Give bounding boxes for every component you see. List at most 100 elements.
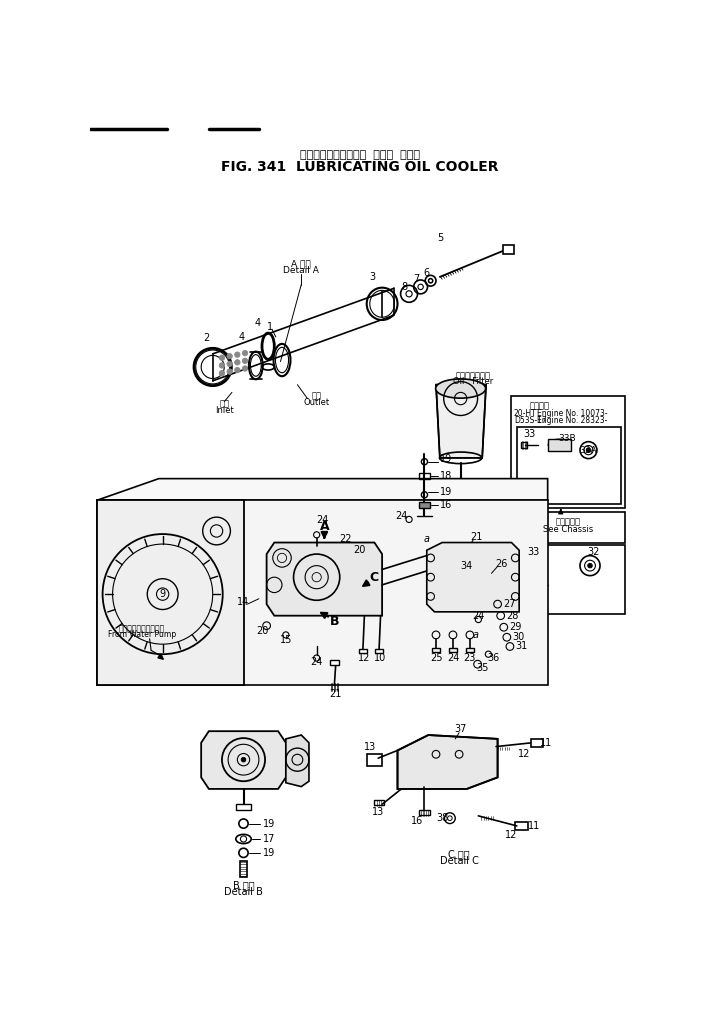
Text: From Water Pump: From Water Pump [108, 631, 176, 639]
Text: 4: 4 [238, 332, 244, 342]
Text: 19: 19 [440, 487, 452, 498]
Text: 37: 37 [454, 724, 467, 734]
Bar [519, 558, 525, 565]
Text: 23: 23 [464, 653, 476, 663]
Text: 24: 24 [310, 656, 323, 667]
Text: Outlet: Outlet [303, 398, 330, 407]
Polygon shape [97, 500, 244, 685]
Circle shape [234, 359, 240, 365]
Text: A: A [319, 520, 329, 532]
Text: 9: 9 [159, 589, 166, 599]
Text: 5: 5 [437, 232, 443, 243]
Text: 22: 22 [339, 534, 352, 544]
Text: 33B: 33B [558, 434, 576, 443]
Text: Engine No. 28323-: Engine No. 28323- [537, 416, 607, 425]
Bar [236, 804, 251, 810]
Bar [503, 246, 514, 254]
Text: Detail A: Detail A [284, 266, 319, 275]
Text: 21: 21 [470, 532, 482, 542]
Text: 20: 20 [256, 626, 269, 636]
Text: Engine No. 10073-: Engine No. 10073- [537, 409, 607, 418]
Bar [519, 581, 525, 589]
Circle shape [219, 371, 225, 376]
Text: 10: 10 [374, 653, 387, 663]
Circle shape [227, 353, 232, 358]
Text: 24: 24 [472, 610, 484, 621]
Polygon shape [397, 735, 498, 788]
Text: FIG. 341  LUBRICATING OIL COOLER: FIG. 341 LUBRICATING OIL COOLER [221, 160, 498, 174]
Text: 32: 32 [587, 547, 600, 557]
Text: 車体部参照: 車体部参照 [556, 517, 581, 526]
Ellipse shape [436, 379, 486, 398]
Text: 11: 11 [529, 821, 541, 830]
Text: ルーブリケーティング  オイル  クーラ: ルーブリケーティング オイル クーラ [300, 151, 420, 160]
Text: C 詳細: C 詳細 [449, 849, 470, 859]
Polygon shape [201, 731, 286, 788]
Bar [521, 441, 527, 447]
Bar [548, 438, 571, 451]
Bar [359, 649, 366, 653]
Polygon shape [97, 500, 548, 685]
Bar [330, 660, 339, 665]
Bar [512, 545, 625, 614]
Text: a: a [473, 630, 479, 640]
Text: Detail C: Detail C [439, 856, 479, 866]
Text: Detail B: Detail B [224, 887, 263, 897]
Bar [531, 739, 543, 746]
Circle shape [227, 361, 232, 367]
Text: 21: 21 [330, 689, 342, 699]
Polygon shape [267, 543, 382, 615]
Text: a: a [424, 534, 430, 544]
Text: B: B [330, 615, 339, 629]
Text: 38: 38 [436, 813, 449, 823]
Text: 20-HT: 20-HT [514, 409, 536, 418]
Text: 34: 34 [461, 560, 473, 570]
Text: 33: 33 [523, 429, 535, 439]
Text: 13: 13 [364, 741, 377, 752]
Text: 19: 19 [263, 818, 275, 828]
Text: 27: 27 [503, 599, 515, 609]
Bar [466, 648, 474, 652]
Text: Oil   Filter: Oil Filter [453, 377, 493, 386]
Circle shape [242, 350, 248, 355]
Bar [517, 427, 621, 504]
Text: オイルフィルタ: オイルフィルタ [456, 371, 491, 380]
Text: 16: 16 [440, 500, 452, 510]
Text: 28: 28 [506, 610, 518, 621]
Text: A 詳細: A 詳細 [291, 259, 311, 268]
Circle shape [227, 369, 232, 375]
Circle shape [586, 447, 591, 453]
Bar [432, 648, 440, 652]
Circle shape [234, 368, 240, 373]
Circle shape [219, 362, 225, 368]
Text: 24: 24 [395, 511, 408, 520]
Text: 16: 16 [411, 816, 423, 826]
Text: 12: 12 [505, 830, 517, 840]
Text: 18: 18 [440, 471, 452, 481]
Text: B 詳細: B 詳細 [232, 881, 254, 890]
Circle shape [242, 358, 248, 364]
Text: 3: 3 [370, 272, 376, 282]
Text: 6: 6 [423, 268, 429, 279]
Text: 14: 14 [237, 597, 250, 607]
Text: 適用号機: 適用号機 [530, 401, 550, 410]
Bar [512, 512, 625, 543]
Text: ウォーターポンプから: ウォーターポンプから [119, 625, 165, 633]
Text: 15: 15 [279, 635, 292, 645]
Circle shape [242, 366, 248, 372]
Bar [512, 396, 625, 508]
Bar [375, 649, 383, 653]
Circle shape [241, 758, 246, 762]
Text: 19: 19 [440, 455, 452, 464]
Text: 31: 31 [515, 641, 528, 651]
Bar [449, 648, 457, 652]
Text: 30: 30 [512, 632, 524, 642]
Polygon shape [97, 478, 548, 500]
Text: See Chassis: See Chassis [543, 525, 594, 534]
Text: 20: 20 [353, 545, 365, 555]
Text: C: C [370, 570, 379, 584]
Text: 入口: 入口 [219, 399, 230, 409]
Text: 12: 12 [518, 750, 531, 759]
Polygon shape [436, 385, 486, 458]
Bar [419, 502, 430, 508]
